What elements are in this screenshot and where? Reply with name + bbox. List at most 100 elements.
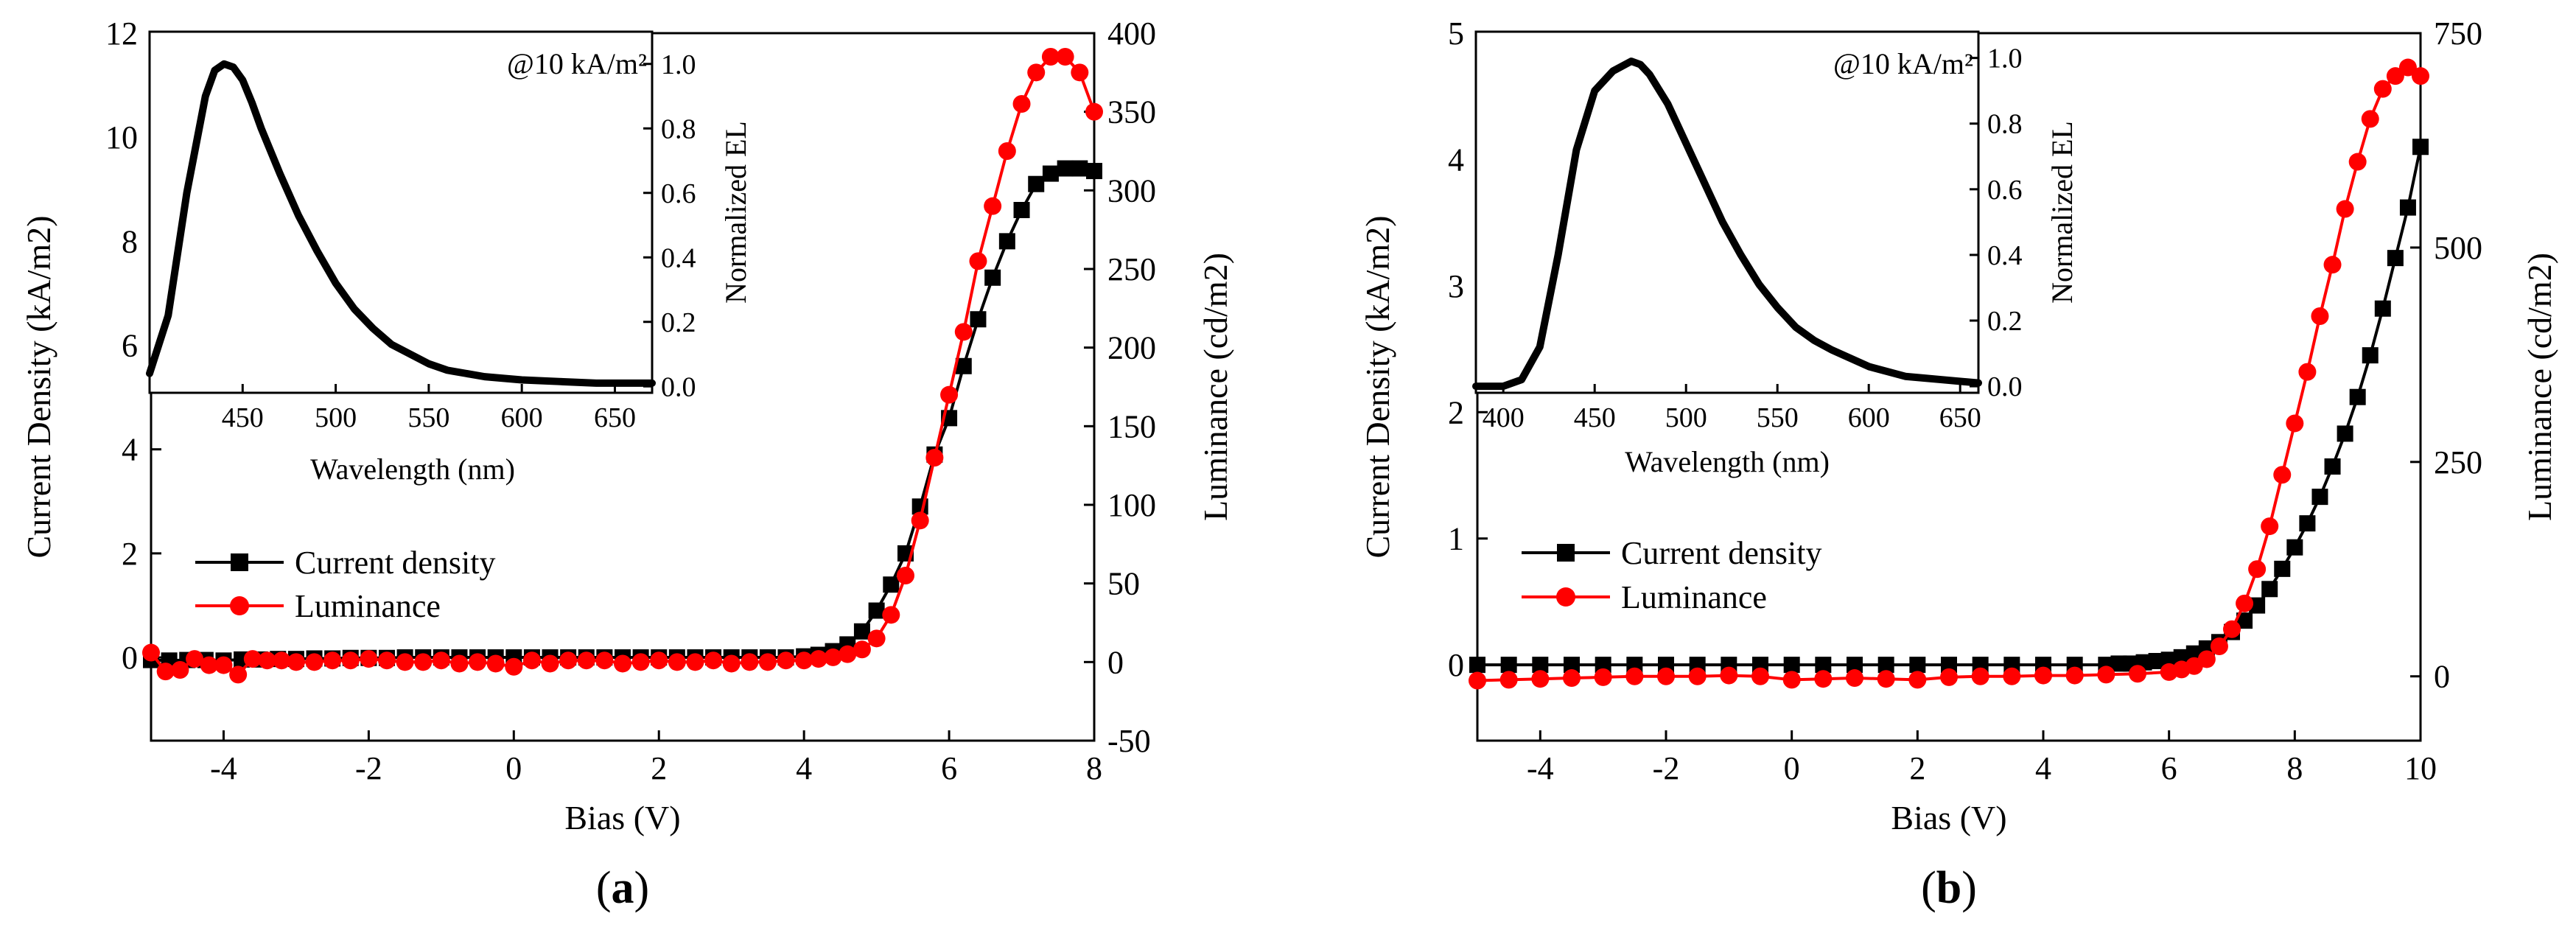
luminance-point bbox=[758, 653, 777, 671]
inset-x-tick-label: 500 bbox=[315, 402, 357, 433]
legend-marker-square bbox=[231, 553, 248, 571]
panel-b-x-label: Bias (V) bbox=[1891, 799, 2006, 836]
x-tick-label: 2 bbox=[1909, 750, 1925, 786]
current-density-point bbox=[1057, 160, 1074, 177]
current-density-point bbox=[1013, 202, 1030, 218]
luminance-point bbox=[1469, 671, 1486, 690]
x-tick-label: -2 bbox=[355, 750, 382, 786]
luminance-point bbox=[2065, 666, 2084, 685]
luminance-point bbox=[1012, 95, 1031, 113]
y-tick-label: 8 bbox=[122, 223, 138, 259]
luminance-point bbox=[1971, 667, 1989, 685]
current-density-point bbox=[1941, 657, 1957, 674]
luminance-point bbox=[258, 651, 276, 670]
luminance-point bbox=[1657, 667, 1675, 685]
panel-b-y-ticks: 0 1 2 3 4 5 bbox=[1448, 15, 1488, 683]
inset-y-tick-label: 0.6 bbox=[661, 178, 696, 209]
panel-b-y2-label: Luminance (cd/m2) bbox=[2521, 253, 2558, 521]
luminance-point bbox=[577, 651, 595, 670]
luminance-point bbox=[595, 651, 614, 670]
luminance-point bbox=[2398, 58, 2417, 77]
current-density-point bbox=[1071, 160, 1088, 177]
legend-label-current-density: Current density bbox=[295, 545, 496, 581]
luminance-point bbox=[853, 640, 871, 659]
x-tick-label: 0 bbox=[1784, 750, 1800, 786]
panel-b-x-ticks: -4 -2 0 2 4 6 8 10 bbox=[1527, 730, 2437, 786]
y2-tick-label: 250 bbox=[2434, 444, 2482, 481]
luminance-point bbox=[1877, 670, 1895, 688]
y-tick-label: 4 bbox=[1448, 141, 1464, 178]
panel-b-y-label: Current Density (kA/m2) bbox=[1359, 215, 1396, 558]
luminance-point bbox=[229, 665, 248, 684]
luminance-point bbox=[171, 661, 189, 679]
inset-y-tick-label: 1.0 bbox=[661, 49, 696, 80]
panel-b-inset-curve bbox=[1472, 57, 1982, 391]
luminance-point bbox=[2223, 620, 2241, 638]
luminance-point bbox=[1720, 666, 1738, 685]
current-density-point bbox=[2173, 649, 2190, 665]
x-tick-label: 4 bbox=[796, 750, 812, 786]
y2-tick-label: 0 bbox=[1107, 644, 1124, 680]
legend-label-current-density: Current density bbox=[1621, 535, 1822, 571]
luminance-point bbox=[824, 648, 842, 666]
luminance-point bbox=[925, 449, 944, 466]
y-tick-label: 4 bbox=[122, 432, 138, 468]
luminance-point bbox=[341, 651, 360, 670]
current-density-point bbox=[2324, 458, 2341, 475]
current-density-point bbox=[1877, 657, 1894, 674]
luminance-point bbox=[1751, 667, 1769, 685]
x-tick-label: -2 bbox=[1653, 750, 1680, 786]
inset-x-tick-label: 550 bbox=[407, 402, 449, 433]
luminance-point bbox=[2236, 594, 2254, 612]
luminance-point bbox=[1940, 668, 1958, 686]
panel-b-inset: 400 450 500 550 600 650 0.0 0.2 0.4 0.6 0.8 1.0 @1… bbox=[1472, 30, 2079, 478]
y2-tick-label: 100 bbox=[1107, 487, 1156, 523]
luminance-point bbox=[2348, 153, 2367, 171]
y2-tick-label: 500 bbox=[2434, 230, 2482, 266]
luminance-point bbox=[559, 651, 578, 670]
luminance-point bbox=[969, 252, 987, 270]
legend-marker-square bbox=[1557, 544, 1575, 562]
el-spectrum-line bbox=[1472, 57, 1982, 391]
y2-tick-label: 250 bbox=[1107, 251, 1156, 287]
panel-b-inset-y-label: Normalized EL bbox=[2045, 121, 2079, 304]
panel-a-legend: Current density Luminance bbox=[195, 545, 496, 624]
x-tick-label: 6 bbox=[2161, 750, 2177, 786]
luminance-point bbox=[2286, 414, 2304, 433]
luminance-point bbox=[142, 643, 160, 662]
legend-marker-circle bbox=[230, 596, 249, 615]
luminance-point bbox=[360, 650, 378, 668]
luminance-point bbox=[2298, 363, 2317, 381]
panel-a-inset-curve bbox=[146, 60, 656, 387]
luminance-point bbox=[2336, 200, 2354, 218]
y2-tick-label: 750 bbox=[2434, 15, 2482, 52]
legend-label-luminance: Luminance bbox=[1621, 579, 1767, 615]
inset-y-tick-label: 0.4 bbox=[1987, 240, 2023, 271]
inset-y-tick-label: 0.6 bbox=[1987, 175, 2023, 206]
panel-a-label: (a) bbox=[596, 863, 649, 913]
y-tick-label: 0 bbox=[122, 640, 138, 676]
panel-b-inset-frame bbox=[1474, 30, 1980, 394]
inset-y-tick-label: 0.4 bbox=[661, 242, 696, 273]
luminance-point bbox=[1071, 63, 1089, 82]
luminance-point bbox=[1846, 669, 1863, 688]
luminance-point bbox=[1056, 48, 1074, 66]
current-density-point bbox=[1469, 657, 1485, 674]
luminance-point bbox=[2097, 665, 2115, 684]
inset-y-tick-label: 0.8 bbox=[1987, 109, 2023, 140]
inset-y-tick-label: 0.2 bbox=[661, 307, 696, 338]
current-density-point bbox=[955, 357, 972, 374]
y-tick-label: 2 bbox=[122, 536, 138, 572]
y2-tick-label: -50 bbox=[1107, 723, 1151, 759]
x-tick-label: 10 bbox=[2404, 750, 2437, 786]
panel-a: -4 -2 0 2 4 6 8 0 2 4 6 8 10 12 -50 0 50 100 150 200 250 30… bbox=[20, 15, 1234, 913]
y-tick-label: 3 bbox=[1448, 268, 1464, 304]
luminance-point bbox=[650, 651, 668, 670]
x-tick-label: -4 bbox=[210, 750, 237, 786]
luminance-point bbox=[505, 657, 523, 676]
y2-tick-label: 200 bbox=[1107, 330, 1156, 366]
luminance-point bbox=[1688, 667, 1707, 685]
current-density-point bbox=[883, 576, 900, 593]
luminance-point bbox=[722, 654, 741, 673]
luminance-point bbox=[414, 653, 433, 671]
